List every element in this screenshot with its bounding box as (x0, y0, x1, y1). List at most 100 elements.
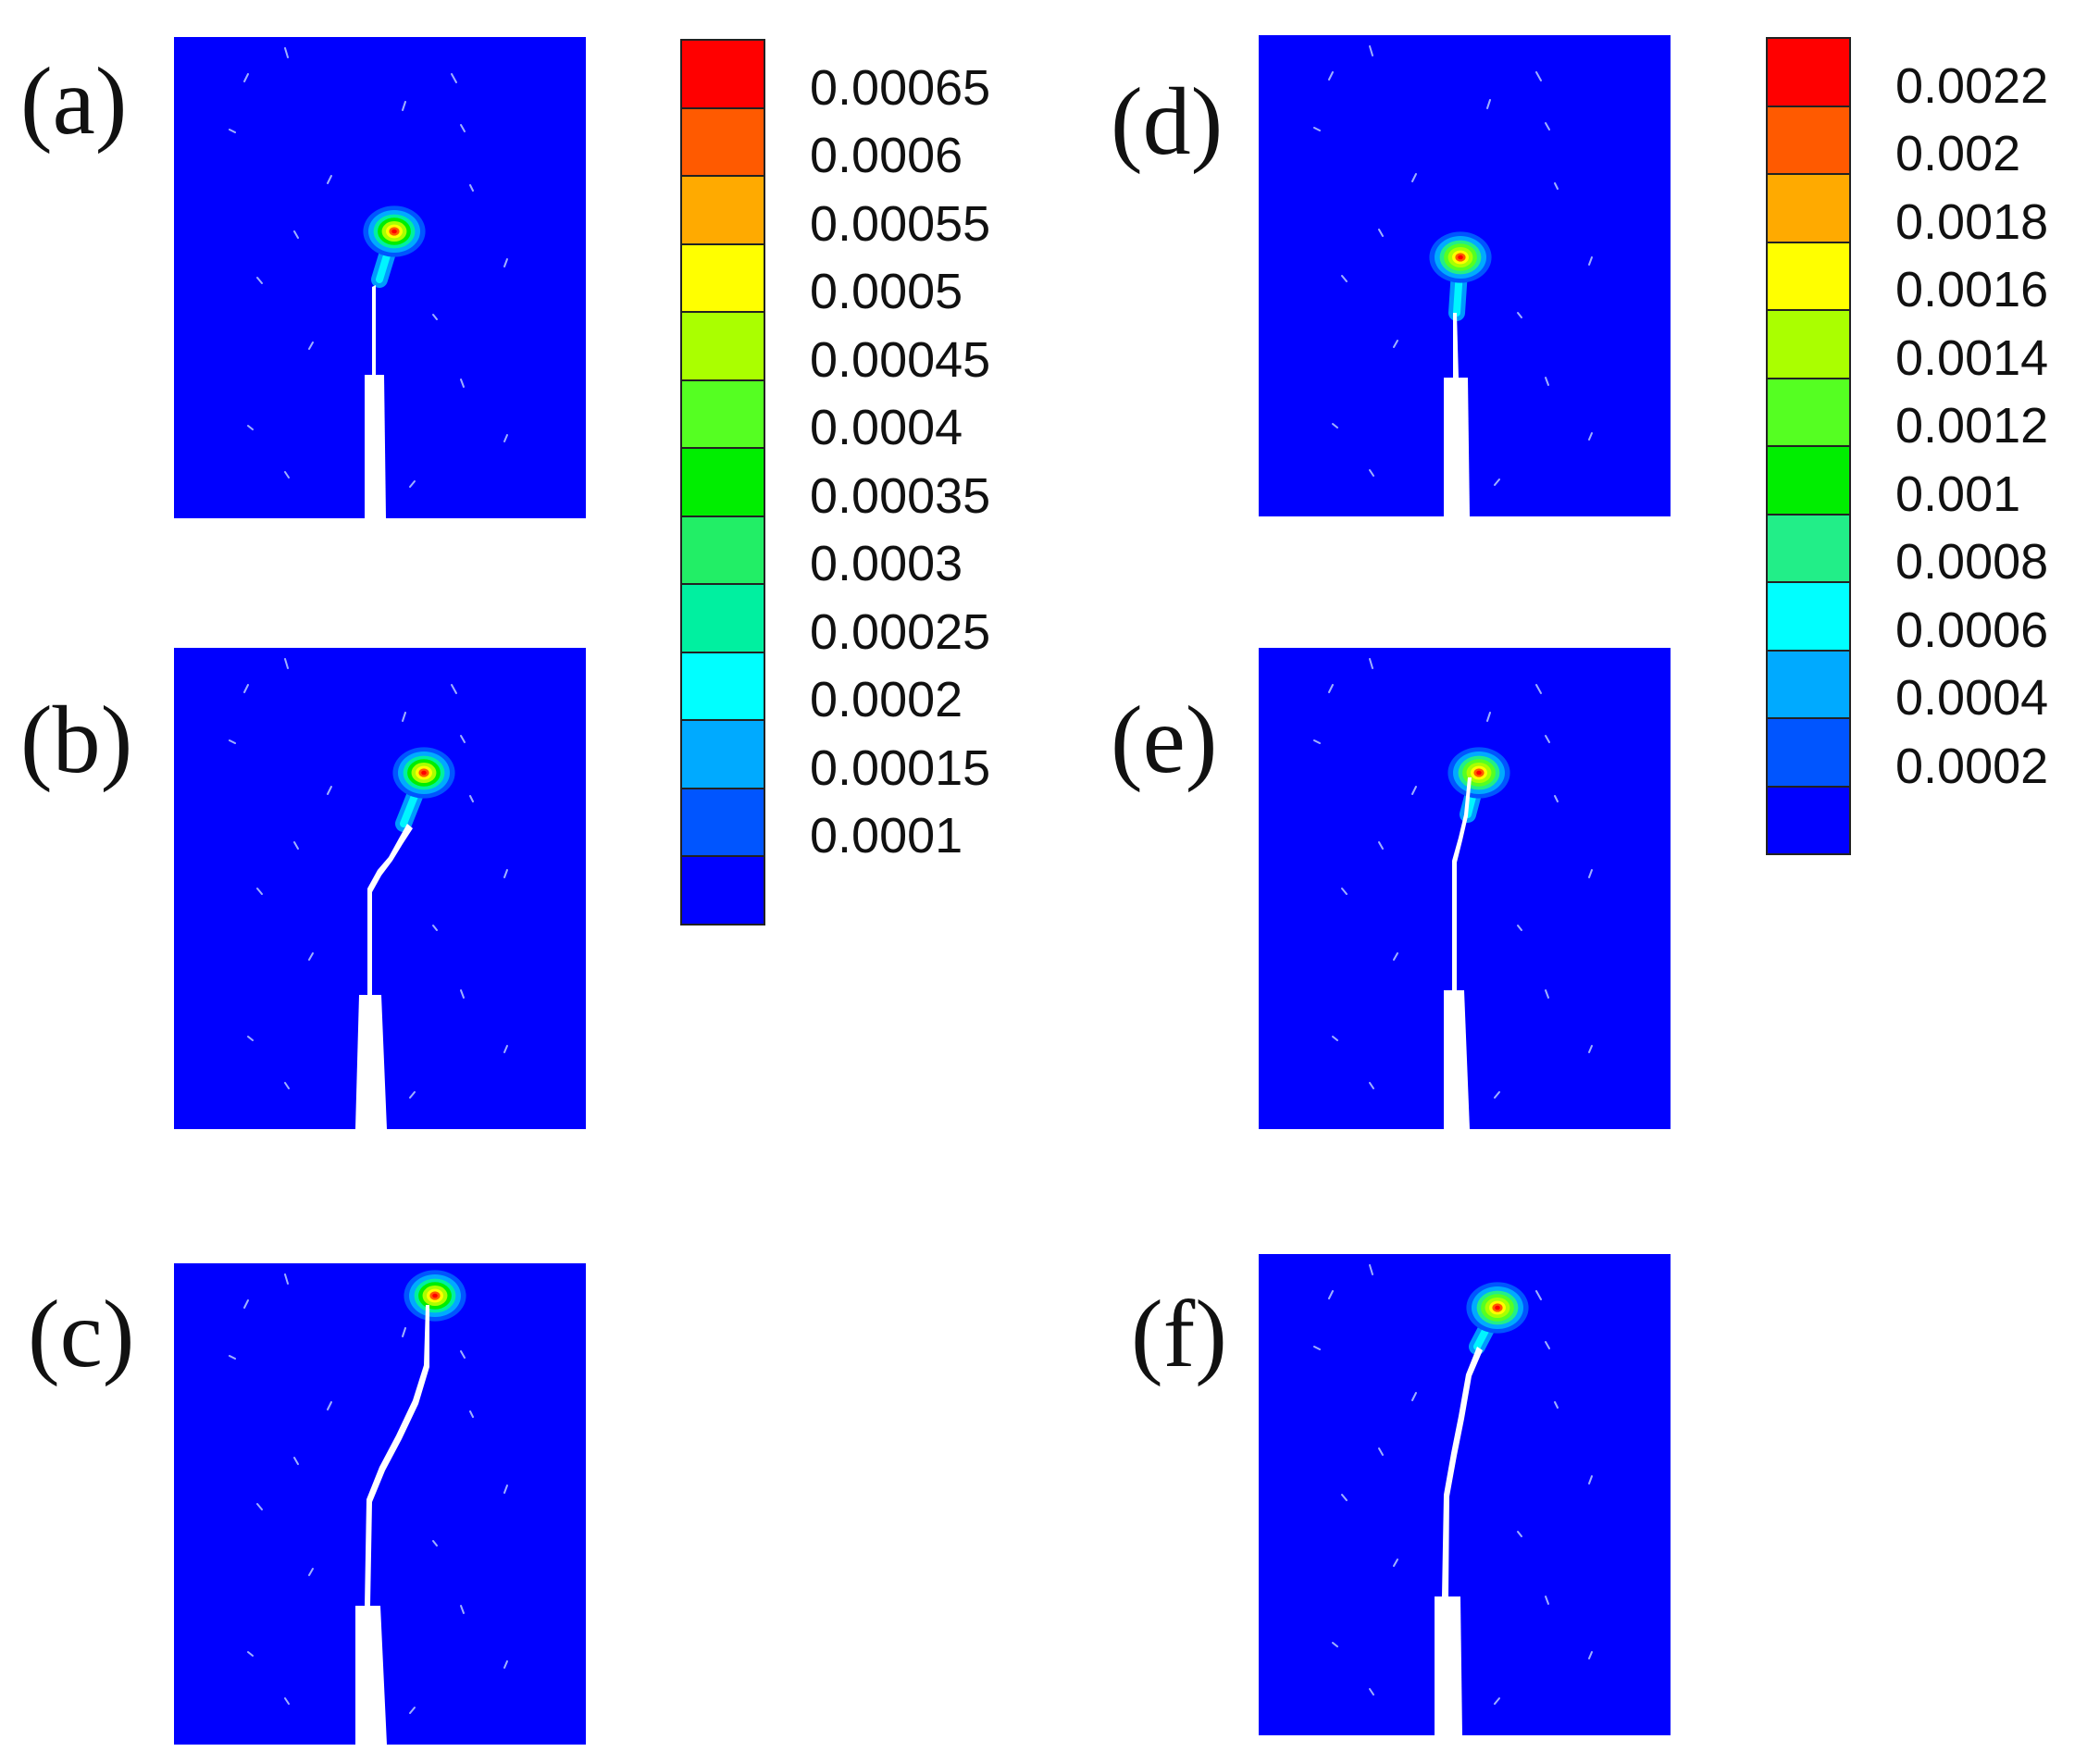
damage-tick (469, 184, 474, 192)
panel-label-f: (f) (1131, 1281, 1227, 1387)
damage-tick (1588, 256, 1593, 266)
damage-tick (308, 952, 314, 961)
damage-tick (284, 47, 289, 58)
contour-hotspot (1495, 1305, 1500, 1311)
damage-tick (1411, 786, 1417, 795)
damage-tick (1378, 229, 1384, 237)
colorbar-tick-label: 0.00045 (810, 331, 991, 388)
colorbar-tick-label: 0.0003 (810, 536, 963, 591)
damage-tick (1411, 173, 1417, 182)
damage-tick (247, 425, 254, 430)
damage-tick (460, 1350, 466, 1359)
damage-tick (1517, 925, 1522, 931)
damage-tick (1369, 1688, 1374, 1696)
damage-tick (243, 73, 249, 82)
damage-tick (327, 786, 332, 795)
colorbar-swatch (680, 242, 765, 313)
colorbar-tick-label: 0.0022 (1895, 57, 2049, 114)
damage-tick (1369, 469, 1374, 477)
damage-tick (460, 1605, 465, 1614)
colorbar-tick-label: 0.00065 (810, 59, 991, 116)
colorbar-swatch (680, 719, 765, 789)
damage-tick (1535, 1290, 1542, 1300)
damage-tick (247, 1036, 254, 1041)
damage-tick (256, 277, 263, 284)
colorbar-swatch (680, 515, 765, 585)
damage-tick (402, 101, 406, 111)
damage-tick (432, 1540, 438, 1547)
colorbar-swatch (680, 855, 765, 925)
damage-tick (327, 175, 332, 184)
colorbar-tick-label: 0.0008 (1895, 534, 2049, 590)
colorbar-swatch (1766, 445, 1851, 516)
crack-path (1442, 1347, 1483, 1596)
panel-label-c: (c) (28, 1281, 135, 1387)
damage-tick (293, 841, 299, 850)
damage-tick (247, 1651, 254, 1657)
damage-tick (1554, 795, 1559, 802)
colorbar-tick-label: 0.0004 (810, 400, 963, 455)
damage-tick (460, 735, 466, 743)
damage-tick (308, 342, 314, 350)
colorbar-swatch (680, 106, 765, 177)
damage-tick (1535, 684, 1542, 694)
colorbar-swatch (1766, 513, 1851, 583)
colorbar-tick-label: 0.0006 (810, 128, 963, 183)
damage-tick (1545, 735, 1550, 743)
damage-tick (469, 795, 474, 802)
crack-path (1452, 777, 1472, 990)
damage-tick (503, 1484, 508, 1494)
damage-tick (229, 739, 236, 744)
contour-hotspot (1476, 770, 1482, 776)
colorbar-swatch (1766, 649, 1851, 719)
colorbar-tick-label: 0.00035 (810, 467, 991, 524)
damage-tick (460, 124, 466, 132)
damage-tick (293, 1457, 299, 1465)
damage-tick (1341, 275, 1348, 282)
contour-plot-e (1259, 648, 1671, 1129)
damage-tick (1369, 45, 1373, 56)
colorbar-swatch (1766, 37, 1851, 107)
damage-tick (243, 1299, 249, 1309)
damage-tick (503, 1660, 508, 1669)
crack-path (372, 285, 376, 375)
colorbar-tick-label: 0.0016 (1895, 262, 2049, 317)
colorbar-swatch (680, 447, 765, 517)
panel-label-b: (b) (20, 687, 133, 793)
colorbar-swatch (1766, 241, 1851, 311)
damage-tick (409, 480, 416, 488)
panel-label-a: (a) (20, 48, 128, 155)
colorbar-tick-label: 0.002 (1895, 126, 2021, 181)
colorbar-swatch (680, 787, 765, 857)
damage-tick (402, 712, 406, 722)
panel-label-d: (d) (1111, 68, 1224, 175)
colorbar-left: 0.00065 0.0006 0.00055 0.0005 0.00045 0.0004 0… (680, 39, 1023, 925)
notch (1444, 378, 1470, 516)
damage-tick (1486, 712, 1491, 722)
damage-tick (308, 1568, 314, 1576)
damage-tick (1494, 1697, 1500, 1705)
colorbar-tick-label: 0.001 (1895, 466, 2021, 522)
contour-domain (1259, 1254, 1671, 1735)
notch (355, 995, 387, 1129)
damage-tick (1545, 989, 1549, 999)
damage-tick (503, 869, 508, 878)
damage-tick (1313, 739, 1321, 744)
damage-tick (284, 471, 290, 478)
contour-hotspot (1458, 255, 1463, 260)
colorbar-swatch (680, 379, 765, 449)
damage-tick (451, 73, 457, 83)
damage-tick (432, 925, 438, 931)
contour-hotspot (432, 1293, 438, 1298)
damage-tick (256, 888, 263, 895)
damage-tick (1332, 423, 1338, 429)
contour-plot-d (1259, 35, 1671, 516)
damage-tick (1517, 1531, 1522, 1537)
damage-tick (402, 1327, 406, 1337)
colorbar-tick-label: 0.0005 (810, 264, 963, 319)
crack-path (1453, 313, 1459, 378)
damage-tick (1393, 340, 1398, 348)
damage-tick (1494, 478, 1500, 486)
colorbar-swatch (1766, 173, 1851, 243)
damage-tick (1369, 1082, 1374, 1089)
